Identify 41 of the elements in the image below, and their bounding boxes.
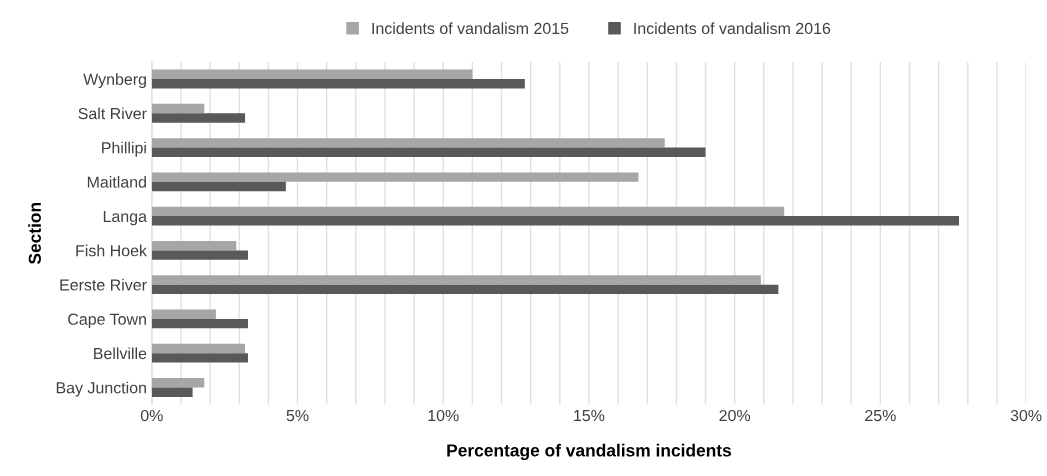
y-tick-label: Phillipi [102, 141, 146, 157]
y-tick-label: Wynberg [83, 73, 146, 89]
bar [151, 206, 785, 217]
x-tick-label: 30% [1010, 409, 1042, 422]
x-tick-label: 20% [719, 409, 751, 422]
y-tick-label: Salt River [78, 107, 147, 120]
bar [151, 343, 246, 354]
bar [151, 353, 248, 363]
y-tick-label: Bay Junction [56, 381, 146, 397]
x-tick-label: 15% [574, 409, 605, 422]
y-tick-label: Eerste River [60, 278, 147, 291]
legend-label: Incidents of vandalism 2016 [634, 22, 831, 35]
x-tick-label: 5% [286, 409, 309, 422]
bar [151, 387, 193, 397]
bar [151, 240, 237, 251]
bar [151, 216, 960, 226]
bar [151, 181, 286, 192]
bar [151, 378, 205, 388]
y-tick-label: Fish Hoek [76, 244, 147, 257]
bar [151, 275, 761, 285]
y-tick-label: Langa [103, 210, 147, 226]
x-tick-label: 10% [428, 409, 459, 422]
bar [151, 113, 246, 123]
x-tick-label: 25% [865, 409, 896, 422]
bar [151, 172, 639, 182]
bar [151, 250, 248, 260]
bar [151, 147, 706, 157]
bar [151, 69, 473, 80]
y-tick-label: Cape Town [68, 313, 146, 329]
y-tick-label: Bellville [94, 347, 147, 360]
y-axis-title: Section [28, 202, 41, 265]
y-tick-label: Maitland [87, 176, 146, 188]
legend-label: Incidents of vandalism 2015 [372, 22, 569, 35]
x-tick-label: 0% [140, 409, 163, 422]
x-axis-title: Percentage of vandalism incidents [447, 443, 732, 461]
bar [151, 103, 205, 114]
bar [151, 138, 665, 148]
bar [151, 284, 779, 295]
bar [151, 318, 248, 329]
bar [151, 309, 216, 319]
bar [151, 79, 525, 89]
